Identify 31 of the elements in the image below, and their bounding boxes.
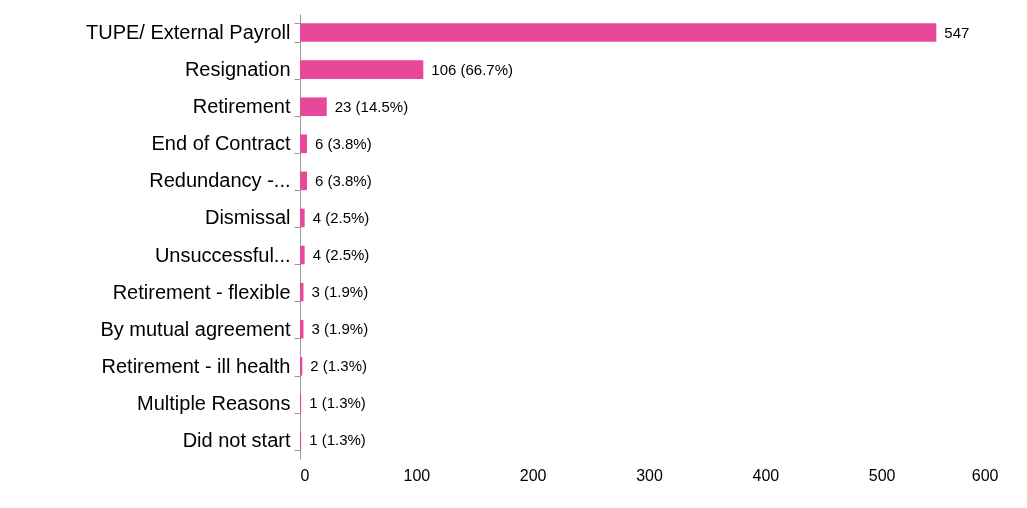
data-label: 1 (1.3%) xyxy=(309,394,366,412)
x-tick-label: 300 xyxy=(636,466,663,484)
data-label: 6 (3.8%) xyxy=(314,134,372,152)
data-label: 4 (2.5%) xyxy=(312,246,370,264)
y-tick-label: Resignation xyxy=(184,58,291,81)
y-tick-label: Retirement - flexible xyxy=(112,280,291,303)
data-label: 6 (3.8%) xyxy=(314,171,372,189)
data-label: 23 (14.5%) xyxy=(334,97,409,115)
y-tick-label: By mutual agreement xyxy=(100,317,291,340)
y-tick-label: Unsuccessful... xyxy=(154,243,291,266)
x-tick-label: 400 xyxy=(752,466,780,484)
y-tick-label: Multiple Reasons xyxy=(137,391,291,414)
y-tick-label: Redundancy -... xyxy=(149,169,291,192)
x-tick-label: 0 xyxy=(300,466,310,484)
x-tick-label: 500 xyxy=(868,466,896,484)
y-tick-label: End of Contract xyxy=(151,132,291,155)
data-label: 2 (1.3%) xyxy=(310,357,368,375)
x-tick-label: 100 xyxy=(403,466,431,484)
data-label: 547 xyxy=(944,23,970,41)
y-tick-label: TUPE/ External Payroll xyxy=(85,21,291,44)
y-tick-label: Did not start xyxy=(182,428,291,451)
data-label: 3 (1.9%) xyxy=(311,283,369,301)
x-tick-label: 600 xyxy=(971,466,999,484)
y-tick-label: Dismissal xyxy=(204,206,291,229)
data-label: 3 (1.9%) xyxy=(311,320,369,338)
x-tick-label: 200 xyxy=(519,466,547,484)
y-tick-label: Retirement - ill health xyxy=(101,354,291,377)
data-label: 4 (2.5%) xyxy=(312,208,370,226)
data-label: 106 (66.7%) xyxy=(431,60,514,78)
data-label: 1 (1.3%) xyxy=(309,431,366,449)
y-tick-label: Retirement xyxy=(192,95,291,118)
